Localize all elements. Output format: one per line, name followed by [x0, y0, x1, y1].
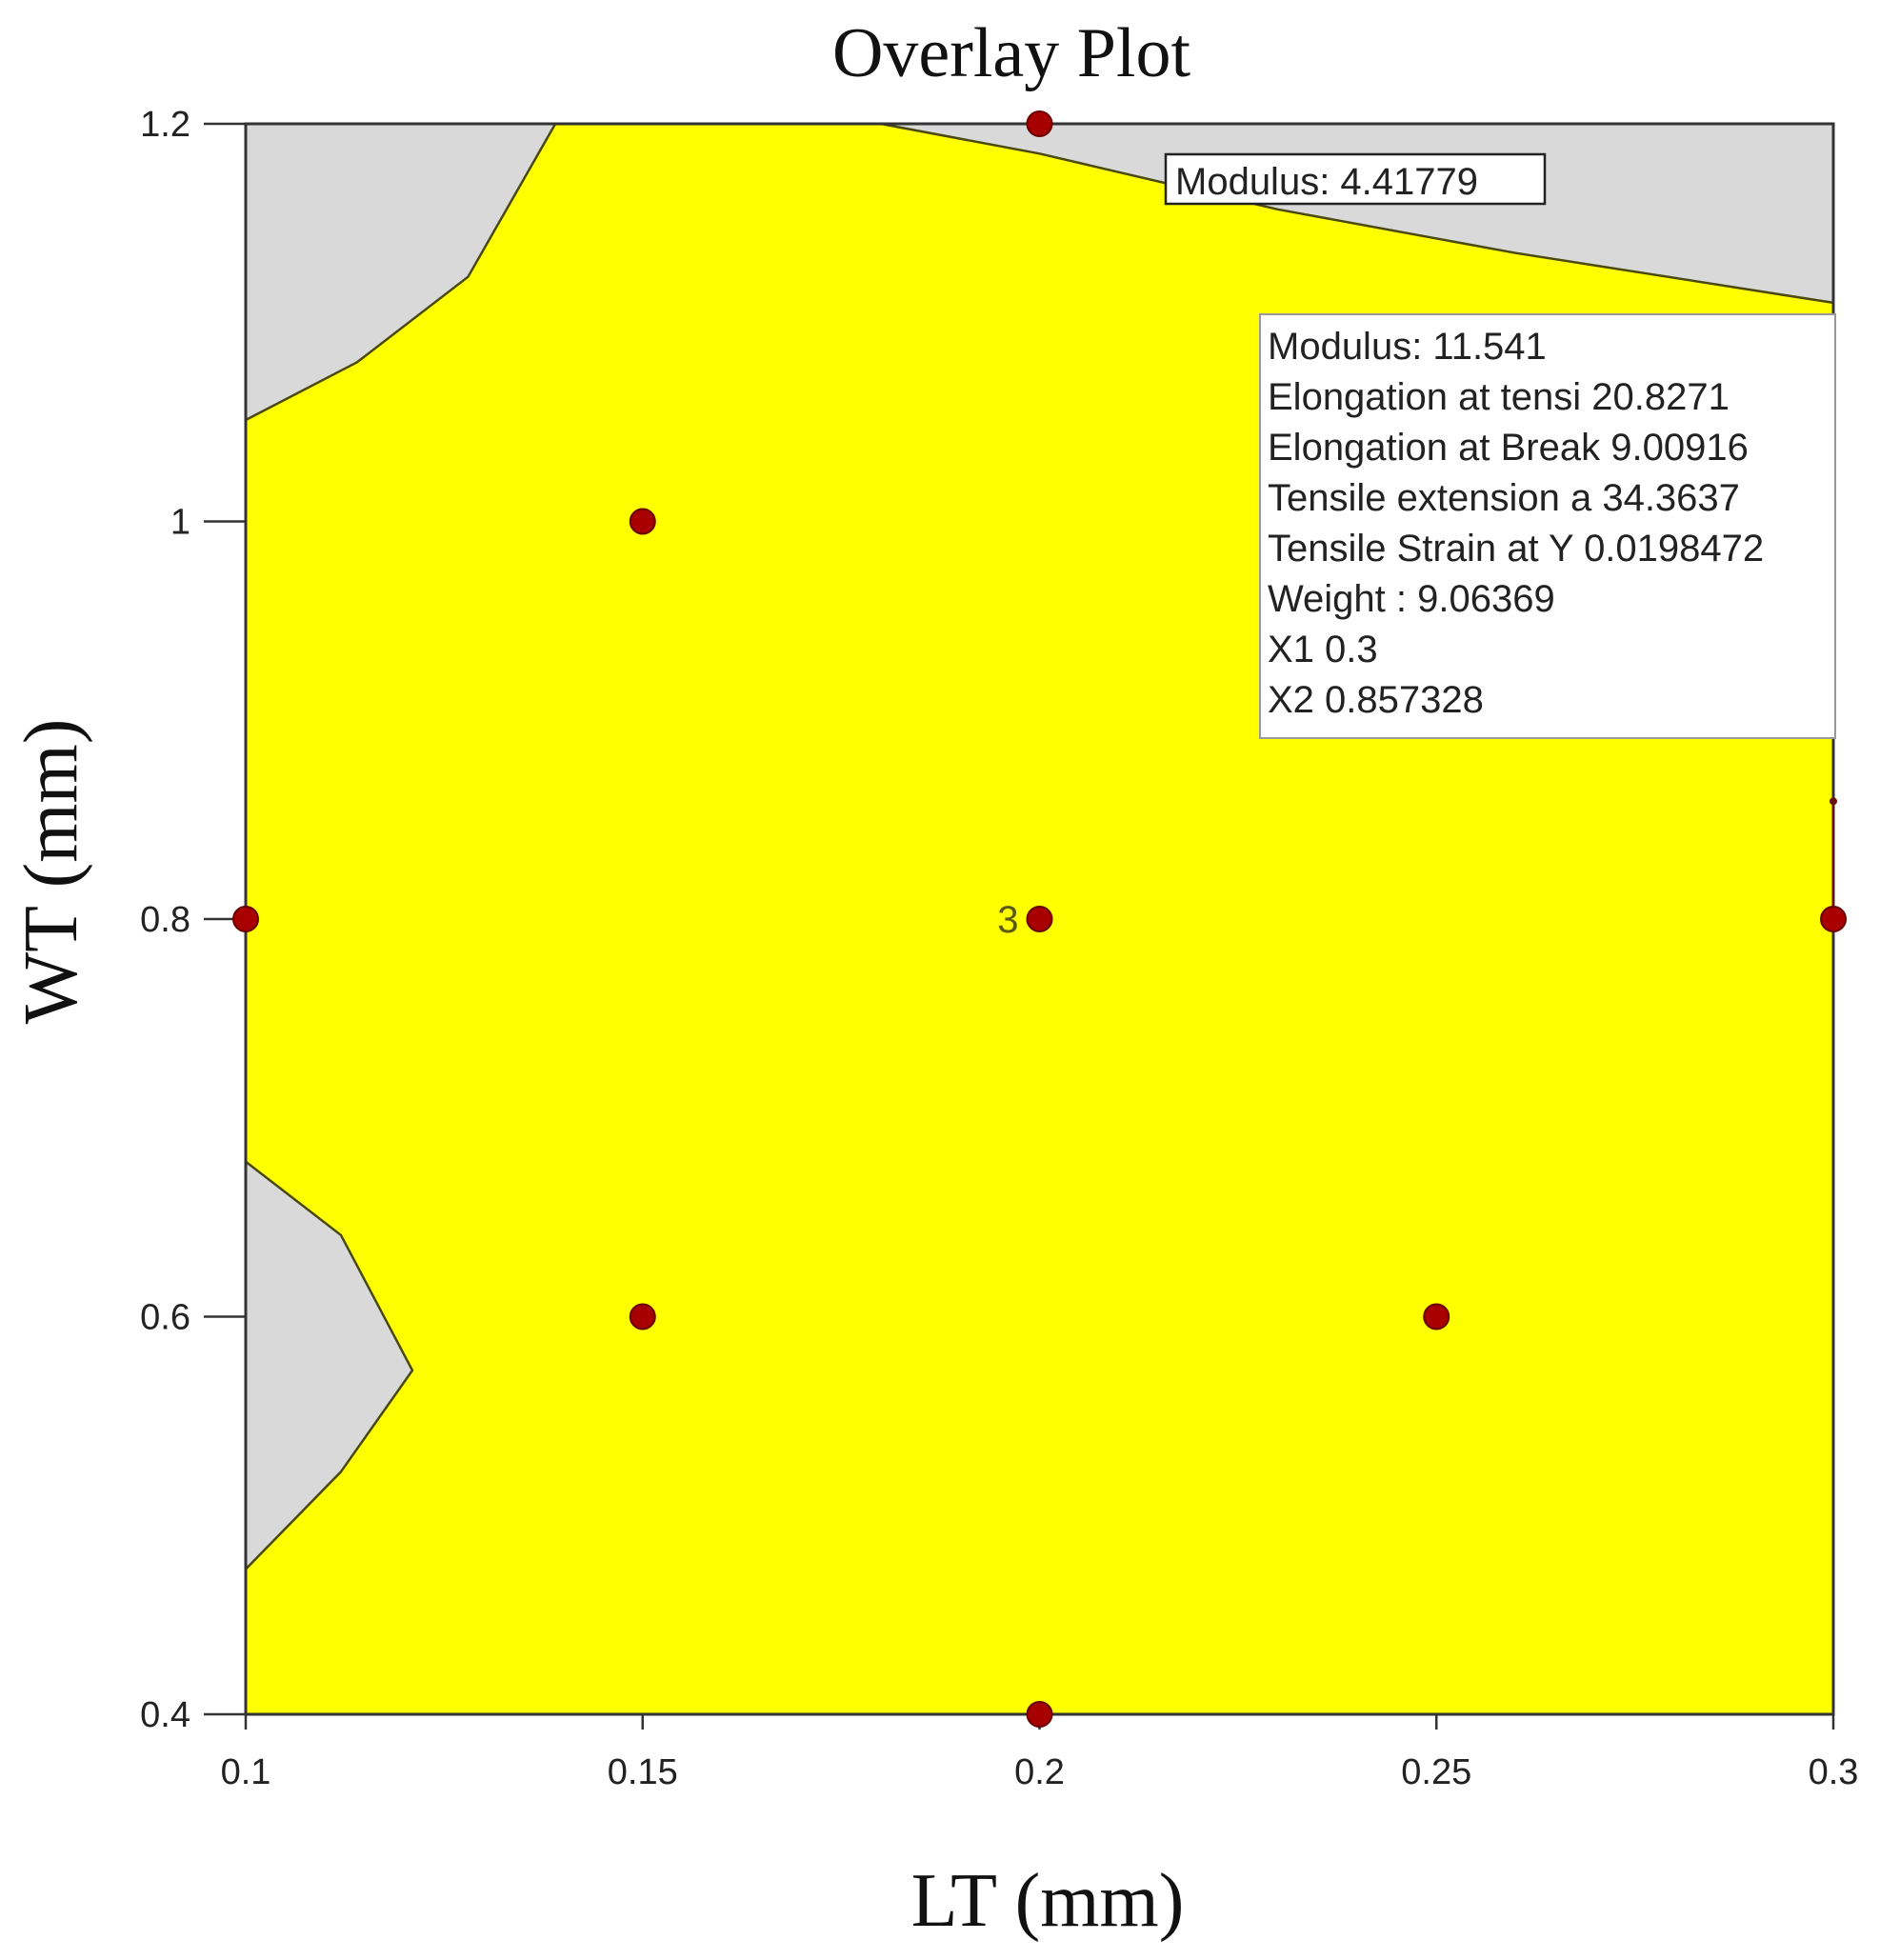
design-point — [629, 508, 656, 535]
design-point — [1423, 1303, 1450, 1330]
infeasible-region — [880, 124, 1833, 303]
chart-title: Overlay Plot — [832, 14, 1191, 92]
point-info-line: Elongation at Break 9.00916 — [1268, 427, 1749, 469]
point-info-box-frame — [1259, 313, 1836, 739]
point-info-line: Tensile Strain at Y 0.0198472 — [1268, 528, 1764, 570]
point-info-name: Modulus: — [1268, 326, 1432, 368]
y-axis-title: WT (mm) — [10, 719, 93, 1025]
x-tick-label: 0.3 — [1809, 1752, 1859, 1792]
point-info-name: X1 — [1268, 629, 1325, 670]
point-info-value: 9.06369 — [1417, 578, 1555, 620]
design-point — [232, 906, 259, 932]
x-tick-label: 0.15 — [608, 1752, 678, 1792]
y-tick-label: 1.2 — [140, 105, 190, 145]
point-info-value: 11.541 — [1432, 326, 1546, 368]
point-info-value: 0.3 — [1325, 629, 1378, 670]
design-point — [1026, 110, 1053, 137]
selected-point-marker — [1830, 797, 1837, 806]
y-tick-label: 0.6 — [140, 1298, 190, 1338]
y-tick-label: 0.8 — [140, 900, 190, 940]
point-info-name: Weight : — [1268, 578, 1417, 620]
point-info-value: 9.00916 — [1610, 427, 1749, 469]
contour-label-box — [1164, 152, 1547, 206]
point-info-line: Weight : 9.06369 — [1268, 578, 1555, 620]
point-info-lines: Modulus: 11.541 Elongation at tensi 20.82… — [1268, 326, 1764, 721]
point-info-name: Elongation at tensi — [1268, 376, 1591, 418]
design-points: 3 — [232, 110, 1847, 1728]
point-info-box: Modulus: 11.541 Elongation at tensi 20.82… — [1259, 313, 1836, 739]
point-info-name: Elongation at Break — [1268, 427, 1610, 469]
x-tick-label: 0.1 — [221, 1752, 271, 1792]
x-tick-label: 0.25 — [1401, 1752, 1471, 1792]
contour-label: Modulus: 4.41779 — [1164, 152, 1547, 206]
point-info-value: 0.857328 — [1325, 679, 1484, 721]
point-info-line: X1 0.3 — [1268, 629, 1378, 670]
point-info-value: 0.0198472 — [1584, 528, 1764, 570]
contour-boundary — [880, 122, 1834, 305]
design-point — [629, 1303, 656, 1330]
point-info-line: Modulus: 11.541 — [1268, 326, 1547, 368]
point-info-name: Tensile Strain at Y — [1268, 528, 1584, 570]
point-info-line: X2 0.857328 — [1268, 679, 1484, 721]
contour-boundary — [245, 123, 557, 422]
infeasible-regions — [245, 122, 1834, 1570]
infeasible-region — [246, 1161, 412, 1570]
y-tick-label: 1 — [170, 503, 190, 543]
point-info-name: Tensile extension a — [1268, 477, 1602, 519]
contour-boundary — [245, 1160, 414, 1570]
design-point — [1026, 906, 1053, 932]
contour-label-text: Modulus: 4.41779 — [1175, 161, 1478, 203]
point-info-name: X2 — [1268, 679, 1325, 721]
point-info-value: 20.8271 — [1591, 376, 1730, 418]
point-info-line: Tensile extension a 34.3637 — [1268, 477, 1740, 519]
x-axis-title: LT (mm) — [911, 1859, 1185, 1943]
design-point — [1026, 1701, 1053, 1728]
infeasible-region — [246, 124, 556, 420]
point-info-value: 34.3637 — [1602, 477, 1740, 519]
x-tick-label: 0.2 — [1014, 1752, 1065, 1792]
design-point-label: 3 — [997, 899, 1018, 941]
y-tick-label: 0.4 — [140, 1695, 190, 1735]
design-point — [1820, 906, 1847, 932]
axes: 0.1 0.15 0.2 0.25 0.3 0.4 0.6 0.8 1 1.2 — [140, 105, 1858, 1792]
point-info-line: Elongation at tensi 20.8271 — [1268, 376, 1730, 418]
